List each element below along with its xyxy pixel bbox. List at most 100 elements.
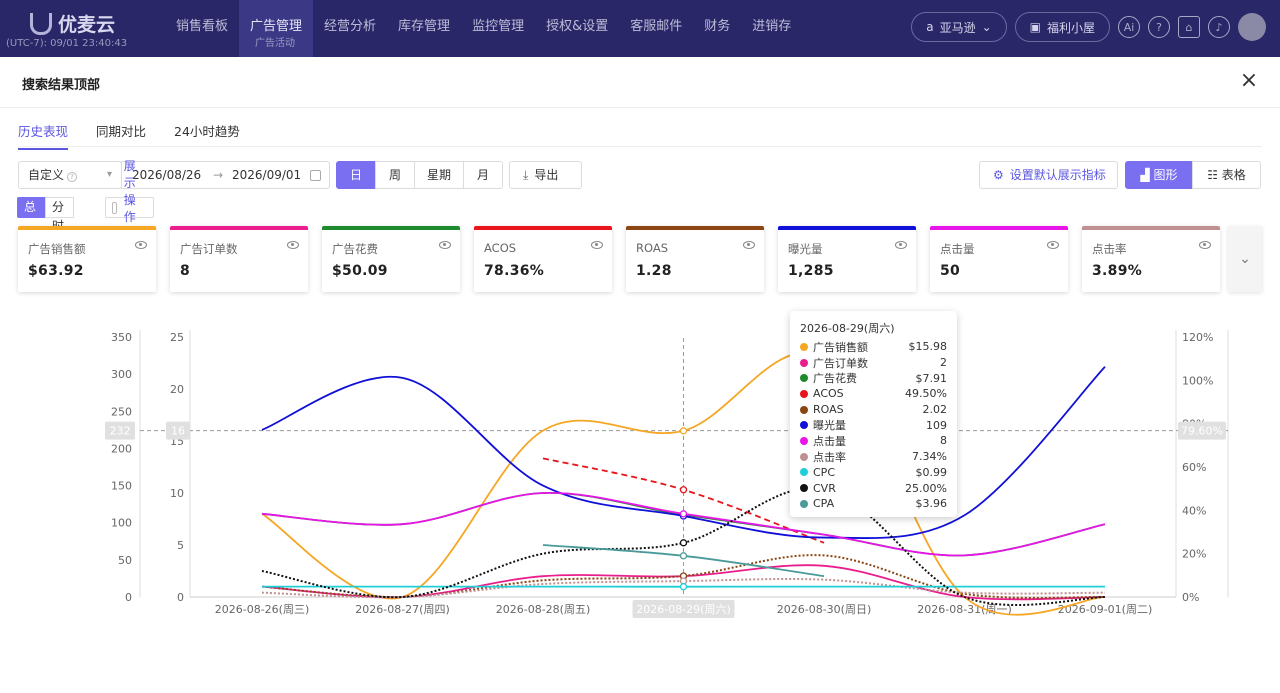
series-dot xyxy=(800,342,808,351)
metric-label: 广告订单数 xyxy=(180,242,238,256)
metric-color-bar xyxy=(930,226,1068,230)
metric-card-spend[interactable]: 广告花费 $50.09 xyxy=(322,226,460,292)
eye-icon[interactable] xyxy=(895,241,907,249)
menu-item-email[interactable]: 客服邮件 xyxy=(630,19,683,34)
y-tick-label-right: 60% xyxy=(1182,461,1206,474)
export-label: 导出 xyxy=(534,168,559,182)
tab-period-compare[interactable]: 同期对比 xyxy=(96,124,147,139)
view-table-button[interactable]: ☷ 表格 xyxy=(1192,161,1261,189)
expand-metrics-button[interactable]: ⌄ xyxy=(1228,226,1262,292)
metric-card-ctr[interactable]: 点击率 3.89% xyxy=(1082,226,1220,292)
metric-card-acos[interactable]: ACOS 78.36% xyxy=(474,226,612,292)
view-chart-button[interactable]: ▟ 图形 xyxy=(1125,161,1193,189)
app-logo[interactable]: 优麦云 xyxy=(30,10,115,37)
close-icon[interactable]: × xyxy=(1239,68,1259,93)
metric-label: 曝光量 xyxy=(788,242,823,256)
metric-label: ROAS xyxy=(636,241,669,255)
avatar[interactable] xyxy=(1238,13,1266,41)
tooltip-series-value: 2.02 xyxy=(922,403,948,417)
menu-item-sales[interactable]: 销售看板 xyxy=(176,19,229,34)
nav-right: a 亚马逊 ⌄ ▣ 福利小屋 Ai ? ⌂ ♪ xyxy=(911,12,1266,42)
tooltip-series-value: $3.96 xyxy=(915,497,948,511)
metric-color-bar xyxy=(18,226,156,230)
eye-icon[interactable] xyxy=(439,241,451,249)
menu-item-inventory[interactable]: 库存管理 xyxy=(398,19,451,34)
eye-icon[interactable] xyxy=(135,241,147,249)
main-menu: 销售看板 广告管理 广告活动 经营分析 库存管理 监控管理 授权&设置 客服邮件 … xyxy=(165,0,802,57)
eye-icon[interactable] xyxy=(1047,241,1059,249)
range-select[interactable]: 自定义? ▾ xyxy=(18,161,122,189)
metric-card-sales[interactable]: 广告销售额 $63.92 xyxy=(18,226,156,292)
metric-label: 广告花费 xyxy=(332,242,378,256)
tooltip-series-name: CPA xyxy=(813,497,835,511)
metric-color-bar xyxy=(626,226,764,230)
tooltip-series-value: $7.91 xyxy=(915,371,948,385)
y-tick-label-inner: 10 xyxy=(170,487,184,500)
y-tick-label-left: 200 xyxy=(111,442,132,455)
tooltip-row: ACOS 49.50% xyxy=(800,386,947,402)
metric-color-bar xyxy=(778,226,916,230)
granularity-month[interactable]: 月 xyxy=(463,161,503,189)
eye-icon[interactable] xyxy=(287,241,299,249)
granularity-week[interactable]: 周 xyxy=(375,161,415,189)
y-tick-label-left: 300 xyxy=(111,368,132,381)
tooltip-row: 广告花费 $7.91 xyxy=(800,370,947,386)
calendar-icon xyxy=(310,170,321,181)
tooltip-title: 2026-08-29(周六) xyxy=(800,322,895,335)
menu-item-auth[interactable]: 授权&设置 xyxy=(546,19,609,34)
metric-color-bar xyxy=(170,226,308,230)
promo-button[interactable]: ▣ 福利小屋 xyxy=(1014,12,1110,42)
y-tick-label-right: 120% xyxy=(1182,331,1213,344)
metric-card-clicks[interactable]: 点击量 50 xyxy=(930,226,1068,292)
start-date: 2026/08/26 xyxy=(132,168,202,182)
menu-item-analysis[interactable]: 经营分析 xyxy=(324,19,377,34)
help-icon[interactable]: ? xyxy=(1148,16,1170,38)
tab-history[interactable]: 历史表现 xyxy=(18,121,69,150)
metric-card-impressions[interactable]: 曝光量 1,285 xyxy=(778,226,916,292)
export-button[interactable]: ⤓ 导出 xyxy=(509,161,582,189)
granularity-weekday[interactable]: 星期 xyxy=(414,161,464,189)
menu-item-monitor[interactable]: 监控管理 xyxy=(472,19,525,34)
y-tick-label-left: 150 xyxy=(111,480,132,493)
series-marker xyxy=(679,486,688,494)
tooltip-series-name: 点击量 xyxy=(813,434,846,448)
modal-header: 搜索结果顶部 × xyxy=(0,57,1280,108)
view-table-label: 表格 xyxy=(1221,168,1246,182)
menu-item-erp[interactable]: 进销存 xyxy=(752,19,792,34)
series-dot xyxy=(800,484,808,493)
tooltip-series-name: CPC xyxy=(813,465,835,479)
tooltip-series-value: 109 xyxy=(926,418,947,432)
show-log-checkbox[interactable]: 展示操作日志 xyxy=(105,159,155,258)
default-metrics-button[interactable]: ⚙ 设置默认展示指标 xyxy=(979,161,1118,189)
tooltip-series-value: 8 xyxy=(940,434,947,448)
tooltip-series-value: $15.98 xyxy=(908,340,948,354)
series-marker xyxy=(679,583,688,591)
tooltip-series-name: ROAS xyxy=(813,403,844,417)
y-tick-label-left: 100 xyxy=(111,517,132,530)
cart-icon[interactable]: ⌂ xyxy=(1178,16,1200,38)
granularity-day[interactable]: 日 xyxy=(336,161,376,189)
date-range-picker[interactable]: 2026/08/26 → 2026/09/01 xyxy=(121,161,330,189)
bell-icon[interactable]: ♪ xyxy=(1208,16,1230,38)
split-button[interactable]: 分时 xyxy=(45,197,75,233)
y-tick-label-right: 100% xyxy=(1182,374,1213,387)
marketplace-select[interactable]: a 亚马逊 ⌄ xyxy=(911,12,1007,42)
tooltip-row: 点击率 7.34% xyxy=(800,449,947,465)
series-marker xyxy=(679,539,688,547)
chevron-down-icon: ⌄ xyxy=(981,20,992,34)
eye-icon[interactable] xyxy=(591,241,603,249)
tab-24h-trend[interactable]: 24小时趋势 xyxy=(174,124,240,139)
eye-icon[interactable] xyxy=(1199,241,1211,249)
metric-card-orders[interactable]: 广告订单数 8 xyxy=(170,226,308,292)
eye-icon[interactable] xyxy=(743,241,755,249)
total-button[interactable]: 总计 xyxy=(17,197,47,233)
metric-card-roas[interactable]: ROAS 1.28 xyxy=(626,226,764,292)
x-tick-label: 2026-09-01(周二) xyxy=(1058,603,1153,616)
ai-icon[interactable]: Ai xyxy=(1118,16,1140,38)
metric-value: $63.92 xyxy=(28,263,84,279)
logo-icon xyxy=(30,12,52,35)
trend-chart[interactable]: 05010015020025030035005101520250%20%40%6… xyxy=(0,300,1280,630)
menu-item-finance[interactable]: 财务 xyxy=(704,19,731,34)
menu-item-ads[interactable]: 广告管理 广告活动 xyxy=(239,0,314,57)
metric-value: $50.09 xyxy=(332,263,388,279)
